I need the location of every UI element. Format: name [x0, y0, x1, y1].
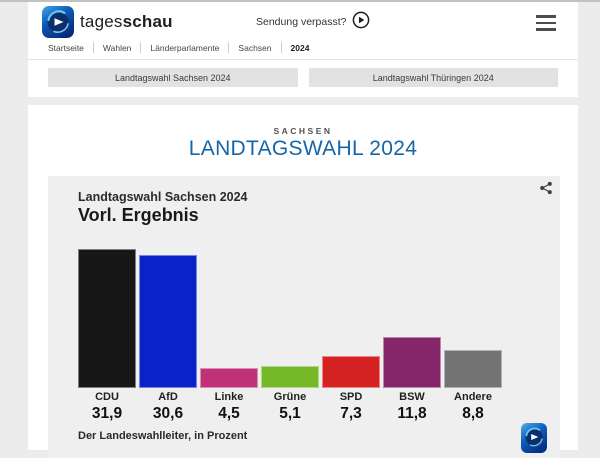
bar-label: BSW [399, 391, 425, 403]
bar-value: 30,6 [152, 405, 184, 422]
bar-column-andere: Andere 8,8 [444, 349, 502, 422]
bar-cdu [78, 248, 136, 388]
brand-wordmark[interactable]: tages schau [80, 6, 173, 38]
chart-title: Vorl. Ergebnis [78, 205, 199, 225]
site-header: tages schau Sendung verpasst? Startseite … [28, 2, 578, 97]
play-icon[interactable] [352, 11, 370, 34]
bar-column-grüne: Grüne 5,1 [261, 365, 319, 422]
bar-value: 31,9 [91, 405, 123, 422]
bar-label: Grüne [273, 391, 307, 403]
bar-afd [139, 254, 197, 388]
bar-column-cdu: CDU 31,9 [78, 248, 136, 422]
breadcrumb-startseite[interactable]: Startseite [48, 42, 84, 53]
brand-bold: schau [122, 12, 173, 31]
bar-grüne [261, 365, 319, 388]
bar-linke [200, 368, 258, 388]
sendung-verpasst-link[interactable]: Sendung verpasst? [256, 11, 370, 34]
bar-label: CDU [95, 391, 119, 403]
bar-column-bsw: BSW 11,8 [383, 336, 441, 422]
bar-value: 11,8 [397, 405, 427, 422]
page-kicker: SACHSEN [273, 126, 333, 136]
tagesschau-logo-icon[interactable] [42, 6, 74, 38]
bar-chart: CDU 31,9 AfD 30,6 Linke 4,5 Grüne 5,1 SPD 7,3 BSW 1… [78, 248, 502, 422]
bar-spd [322, 356, 380, 388]
page-title: LANDTAGSWAHL 2024 [188, 137, 418, 160]
bar-column-spd: SPD 7,3 [322, 356, 380, 422]
breadcrumb-divider [140, 42, 142, 53]
window-top-edge [0, 0, 600, 2]
bar-column-afd: AfD 30,6 [139, 254, 197, 422]
chart-source: Der Landeswahlleiter, in Prozent [78, 430, 248, 442]
sendung-verpasst-label: Sendung verpasst? [256, 16, 347, 28]
landtagswahl-sachsen-button[interactable]: Landtagswahl Sachsen 2024 [48, 68, 298, 87]
breadcrumb-sachsen[interactable]: Sachsen [238, 42, 272, 53]
breadcrumb-divider [280, 42, 282, 53]
bar-column-linke: Linke 4,5 [200, 368, 258, 422]
chart-subtitle: Landtagswahl Sachsen 2024 [78, 190, 248, 204]
bar-bsw [383, 336, 441, 388]
brand-regular: tages [80, 12, 123, 31]
bar-label: AfD [158, 391, 178, 403]
bar-value: 8,8 [462, 405, 484, 422]
bar-andere [444, 349, 502, 388]
bar-value: 4,5 [218, 405, 240, 422]
bar-label: Linke [214, 391, 244, 403]
main-content: SACHSEN LANDTAGSWAHL 2024 Landtagswahl S… [28, 105, 578, 458]
breadcrumb-2024[interactable]: 2024 [290, 42, 310, 53]
breadcrumb-divider [92, 42, 94, 53]
breadcrumb: Startseite Wahlen Länderparlamente Sachs… [48, 42, 309, 53]
bar-label: SPD [339, 391, 363, 403]
bar-value: 7,3 [340, 405, 362, 422]
result-chart-card: Landtagswahl Sachsen 2024 Vorl. Ergebnis… [48, 176, 560, 458]
header-divider [28, 59, 578, 60]
election-nav: Landtagswahl Sachsen 2024 Landtagswahl T… [48, 68, 558, 87]
breadcrumb-wahlen[interactable]: Wahlen [102, 42, 132, 53]
bar-value: 5,1 [279, 405, 301, 422]
tagesschau-globe-logo-icon [521, 423, 547, 453]
breadcrumb-divider [228, 42, 230, 53]
bar-label: Andere [454, 391, 492, 403]
landtagswahl-thueringen-button[interactable]: Landtagswahl Thüringen 2024 [308, 68, 558, 87]
breadcrumb-laenderparlamente[interactable]: Länderparlamente [150, 42, 220, 53]
share-icon[interactable] [539, 181, 553, 195]
menu-icon[interactable] [536, 15, 556, 31]
